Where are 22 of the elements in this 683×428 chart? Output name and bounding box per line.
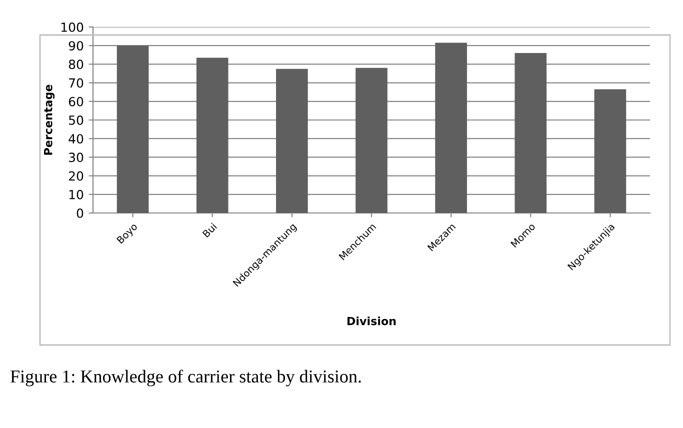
caption: Figure 1: Knowledge of carrier state by division. xyxy=(10,370,361,386)
y-tick-label: 80 xyxy=(68,60,84,70)
bar xyxy=(435,42,467,213)
y-tick-label: 20 xyxy=(68,171,84,181)
bar xyxy=(196,58,228,213)
y-tick-label: 10 xyxy=(69,190,84,200)
bar xyxy=(356,68,388,213)
bar xyxy=(116,46,149,213)
x-axis-title: Division xyxy=(347,316,396,326)
y-tick-label: 50 xyxy=(69,115,84,125)
y-tick-label: 90 xyxy=(68,41,84,51)
y-tick-label: 40 xyxy=(68,134,84,144)
y-tick-label: 0 xyxy=(76,208,84,218)
bar xyxy=(594,89,626,213)
y-tick-label: 60 xyxy=(68,96,84,106)
y-tick-label: 100 xyxy=(61,22,84,32)
y-axis-title: Percentage xyxy=(44,84,55,155)
x-tick-label: Bui xyxy=(202,222,218,238)
bar xyxy=(514,53,547,213)
y-tick-label: 70 xyxy=(69,78,84,88)
y-tick-label: 30 xyxy=(69,152,84,162)
bar xyxy=(276,68,308,213)
